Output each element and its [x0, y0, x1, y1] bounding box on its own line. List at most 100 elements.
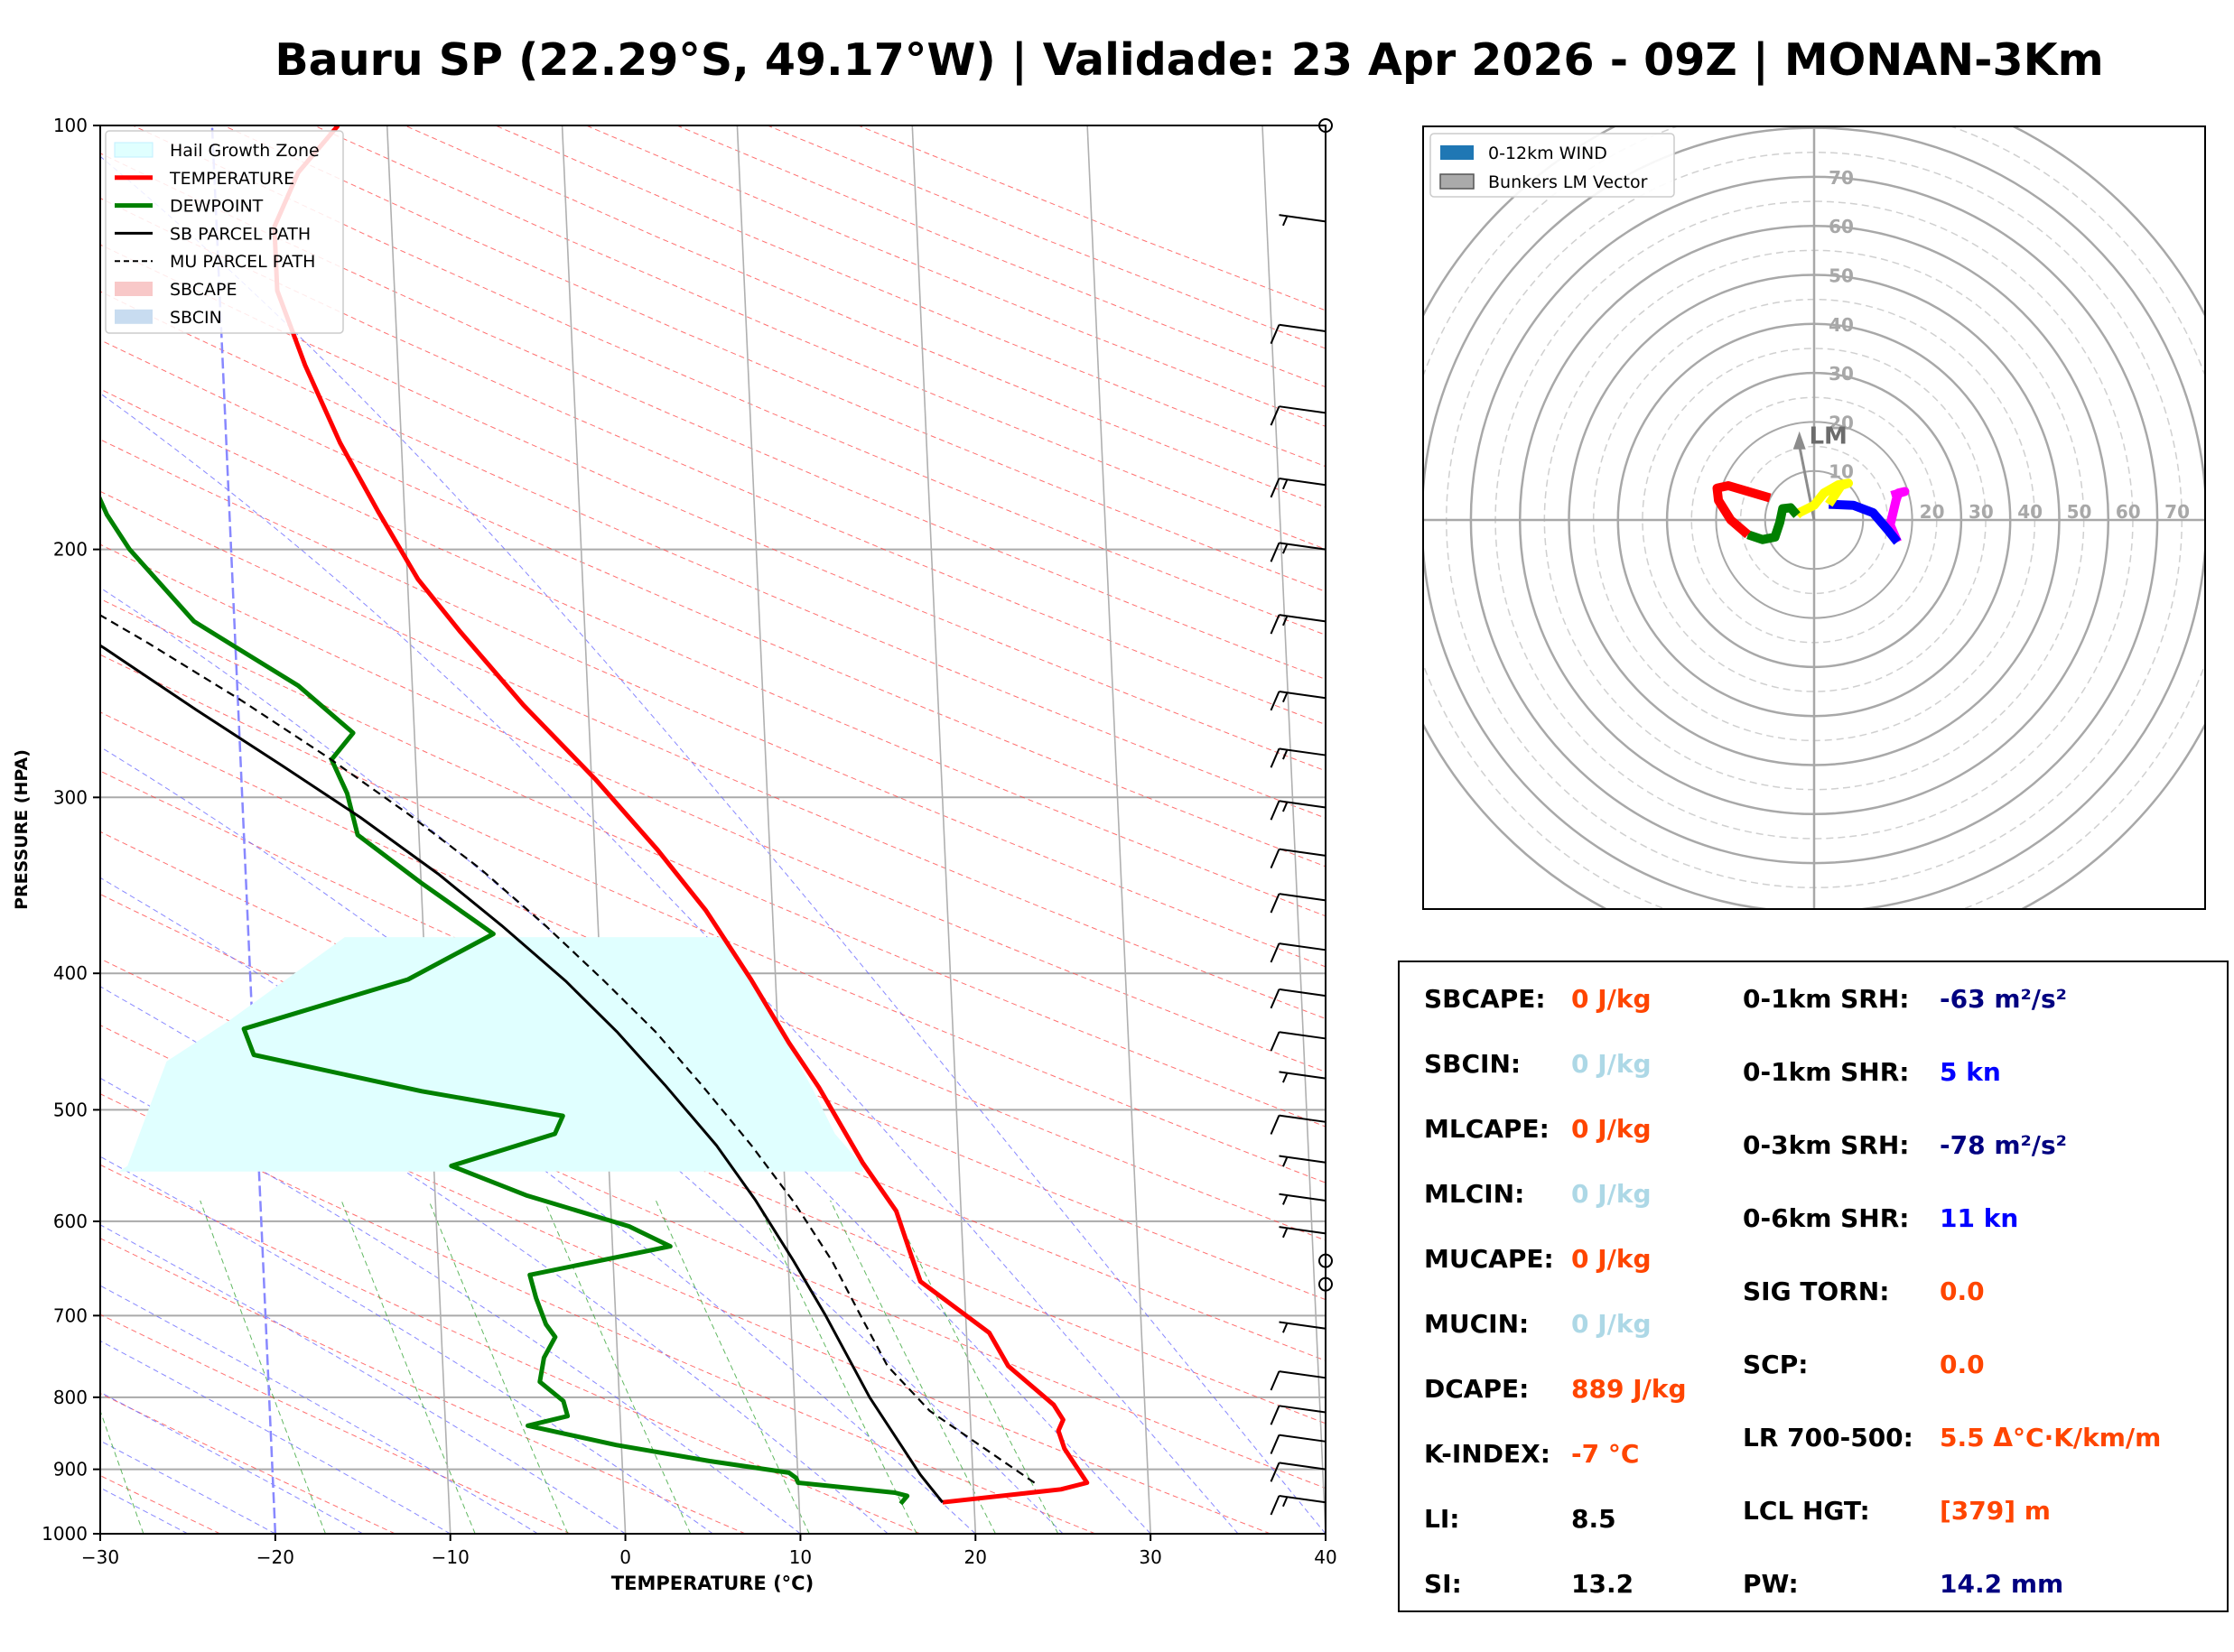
legend-swatch — [115, 282, 153, 296]
mixing-ratio-line — [428, 1200, 569, 1534]
param-value-0-3km-srh: -78 m²/s² — [1940, 1130, 2067, 1160]
dry-adiabat-line — [100, 1025, 1271, 1534]
x-axis-label: TEMPERATURE (°C) — [611, 1573, 814, 1594]
param-label-si: SI: — [1424, 1569, 1462, 1599]
chart-title: Bauru SP (22.29°S, 49.17°W) | Validade: … — [275, 34, 2104, 86]
mixing-ratio-line — [544, 1200, 692, 1534]
y-tick-label: 500 — [53, 1099, 88, 1120]
param-label-0-1km-srh: 0-1km SRH: — [1743, 984, 1910, 1014]
param-label-0-6km-shr: 0-6km SHR: — [1743, 1203, 1910, 1233]
legend-label: Hail Growth Zone — [170, 141, 320, 161]
hodograph-segment — [1793, 478, 1853, 519]
param-label-lr-700-500: LR 700-500: — [1743, 1423, 1913, 1452]
param-label-sbcape: SBCAPE: — [1424, 984, 1546, 1014]
wind-barb — [1270, 1405, 1326, 1425]
moist-adiabat-line — [100, 746, 1064, 1534]
param-label-sig-torn: SIG TORN: — [1743, 1276, 1890, 1306]
hodograph-ring-label: 30 — [1969, 501, 1994, 523]
isotherm-line — [561, 125, 627, 1534]
mixing-ratio-line — [340, 1200, 476, 1534]
hodograph-frame — [1422, 125, 2206, 910]
y-tick-label: 900 — [53, 1459, 88, 1480]
dry-adiabat-line — [100, 654, 1326, 1183]
legend-box — [105, 130, 344, 334]
x-tick-label: −10 — [432, 1546, 470, 1568]
y-tick-label: 200 — [53, 539, 88, 561]
dry-adiabat-line — [313, 125, 1326, 550]
hail-growth-zone-area — [118, 937, 863, 1172]
wind-barb — [1279, 214, 1326, 227]
param-value-sbcin: 0 J/kg — [1571, 1049, 1652, 1079]
legend-box — [1429, 133, 1675, 198]
hodograph-segment — [1746, 503, 1801, 544]
dewpoint-line — [100, 494, 910, 1506]
dry-adiabat-line — [100, 543, 1326, 1072]
y-axis-label: PRESSURE (HPA) — [12, 749, 32, 910]
hodograph-ring-label: 40 — [2017, 501, 2043, 523]
isotherm-line — [1086, 125, 1151, 1534]
param-label-pw: PW: — [1743, 1569, 1799, 1599]
moist-adiabat-line — [100, 986, 889, 1534]
dry-adiabat-line — [100, 894, 1326, 1425]
moist-adiabat-line — [100, 1224, 626, 1534]
legend-swatch — [114, 142, 154, 158]
param-value-0-1km-shr: 5 kn — [1940, 1057, 2001, 1087]
param-label-mlcape: MLCAPE: — [1424, 1114, 1550, 1144]
legend-label: MU PARCEL PATH — [170, 252, 315, 272]
mixing-ratio-line — [655, 1200, 810, 1534]
isotherm-minus20-line — [210, 125, 277, 1534]
hodograph-ring-label: 70 — [1829, 167, 1854, 189]
legend-label: Bunkers LM Vector — [1488, 172, 1648, 192]
dry-adiabat-line — [223, 125, 1326, 592]
legend-swatch — [1439, 173, 1475, 190]
isotherm-line — [736, 125, 802, 1534]
wind-barb-calm — [1318, 1253, 1333, 1268]
param-value-scp: 0.0 — [1940, 1350, 1985, 1379]
y-tick-label: 600 — [53, 1211, 88, 1232]
param-label-0-3km-srh: 0-3km SRH: — [1743, 1130, 1910, 1160]
x-tick-label: −20 — [256, 1546, 294, 1568]
wind-barb — [1270, 942, 1326, 963]
wind-barb — [1270, 800, 1326, 821]
hodograph-ring-label: 70 — [2164, 501, 2190, 523]
hodograph-ring-label: 40 — [1829, 314, 1854, 336]
param-value-0-1km-srh: -63 m²/s² — [1940, 984, 2067, 1014]
param-value-0-6km-shr: 11 kn — [1940, 1203, 2019, 1233]
mixing-ratio-line — [100, 1409, 144, 1534]
bunkers-lm-arrowhead — [1792, 431, 1806, 450]
wind-barb — [1270, 1114, 1326, 1135]
mixing-ratio-line — [830, 1200, 996, 1534]
param-value-mucape: 0 J/kg — [1571, 1244, 1652, 1274]
wind-barb — [1270, 988, 1326, 1009]
param-value-mlcape: 0 J/kg — [1571, 1114, 1652, 1144]
x-tick-label: 10 — [789, 1546, 812, 1568]
wind-barb — [1270, 405, 1326, 426]
wind-barb — [1270, 477, 1326, 498]
wind-barb — [1270, 747, 1326, 768]
wind-barb-calm — [1318, 1276, 1333, 1292]
dry-adiabat-line — [100, 439, 1326, 968]
mixing-ratio-line — [200, 1200, 326, 1534]
x-tick-label: 0 — [619, 1546, 631, 1568]
legend-label: 0-12km WIND — [1488, 144, 1607, 163]
moist-adiabat-line — [100, 1340, 451, 1534]
hodograph-ring-label: 20 — [1920, 501, 1945, 523]
param-value-li: 8.5 — [1571, 1504, 1616, 1534]
hodograph-segment — [1829, 499, 1902, 545]
hodograph-ring-label: 30 — [1829, 363, 1854, 385]
legend-label: SBCAPE — [170, 280, 237, 300]
dry-adiabat-line — [100, 244, 1326, 772]
dry-adiabat-line — [100, 291, 1326, 819]
param-value-sig-torn: 0.0 — [1940, 1276, 1985, 1306]
wind-barb — [1270, 1495, 1326, 1516]
moist-adiabat-line — [100, 1440, 276, 1534]
param-value-dcape: 889 J/kg — [1571, 1374, 1687, 1404]
parameters-panel: SBCAPE: 0 J/kg SBCIN: 0 J/kg MLCAPE: 0 J/kg ML… — [1398, 961, 2229, 1612]
param-label-mlcin: MLCIN: — [1424, 1179, 1525, 1209]
wind-barb — [1279, 1071, 1326, 1083]
wind-barb — [1270, 1370, 1326, 1391]
legend-label: SBCIN — [170, 308, 222, 328]
y-tick-label: 400 — [53, 962, 88, 984]
y-tick-label: 1000 — [42, 1523, 88, 1545]
param-value-sbcape: 0 J/kg — [1571, 984, 1652, 1014]
